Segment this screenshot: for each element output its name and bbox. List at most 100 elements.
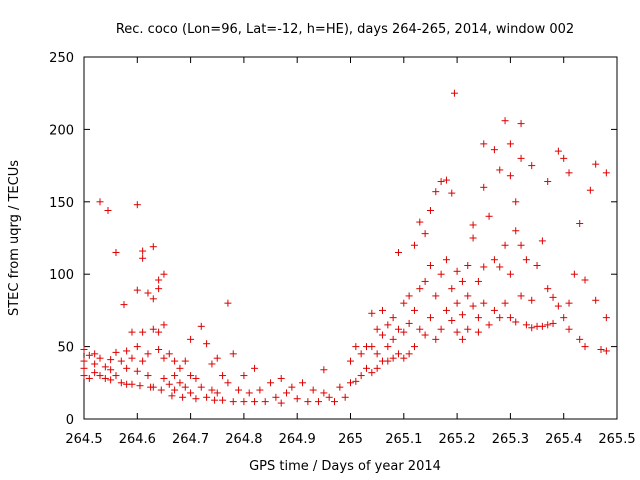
data-point [426, 314, 434, 322]
data-point [570, 270, 578, 278]
data-point [442, 256, 450, 264]
data-point [394, 248, 402, 256]
data-point [277, 399, 285, 407]
data-point [538, 322, 546, 330]
data-point [171, 372, 179, 380]
data-point [490, 306, 498, 314]
data-point [304, 398, 312, 406]
x-tick-label: 265.4 [545, 432, 582, 447]
data-point [181, 383, 189, 391]
data-point [450, 89, 458, 97]
data-point [576, 220, 584, 228]
data-point [107, 376, 115, 384]
data-point [512, 227, 520, 235]
data-point [133, 367, 141, 375]
data-point [405, 350, 413, 358]
data-point [421, 230, 429, 238]
data-point [490, 146, 498, 154]
data-point [283, 389, 291, 397]
data-point [187, 372, 195, 380]
data-point [437, 325, 445, 333]
data-point [347, 357, 354, 365]
y-tick-label: 0 [66, 413, 74, 428]
data-point [155, 345, 163, 353]
data-point [389, 314, 397, 322]
data-point [139, 254, 147, 262]
y-tick-label: 150 [49, 196, 74, 211]
data-point [219, 396, 227, 404]
data-point [405, 292, 413, 300]
data-point [104, 206, 112, 214]
data-point [426, 262, 434, 270]
plot-border [83, 56, 618, 420]
data-point [592, 296, 600, 304]
data-point [506, 140, 514, 148]
data-point [352, 377, 360, 385]
data-point [144, 350, 152, 358]
data-point [85, 351, 93, 359]
data-point [581, 276, 589, 284]
data-point [512, 198, 520, 206]
data-point [192, 395, 200, 403]
data-point [341, 393, 349, 401]
data-point [501, 117, 509, 125]
data-point [181, 357, 189, 365]
data-point [112, 372, 120, 380]
data-point [336, 383, 344, 391]
data-point [485, 321, 493, 329]
y-axis: 0 50 100 150 200 250 [49, 51, 617, 428]
data-point [453, 267, 461, 275]
data-point [107, 366, 115, 374]
data-point [378, 306, 386, 314]
data-point [416, 325, 424, 333]
data-point [378, 331, 386, 339]
data-point [208, 360, 216, 368]
data-point [544, 178, 552, 186]
data-point [501, 241, 509, 249]
data-point [453, 328, 461, 336]
data-point [80, 357, 88, 365]
data-point [480, 140, 488, 148]
data-point [517, 154, 525, 162]
data-point [240, 398, 248, 406]
data-point [309, 386, 317, 394]
data-point [256, 386, 264, 394]
data-point [245, 389, 253, 397]
data-point [251, 364, 259, 372]
data-point [299, 379, 307, 387]
data-point [501, 299, 509, 307]
data-point [426, 206, 434, 214]
data-point [368, 343, 376, 351]
data-point [602, 314, 610, 322]
data-point [197, 322, 205, 330]
data-point [155, 285, 163, 293]
data-point [544, 321, 552, 329]
data-point [464, 262, 472, 270]
data-point [469, 302, 477, 310]
data-point [560, 314, 568, 322]
data-point [117, 379, 125, 387]
data-point [549, 293, 557, 301]
x-tick-label: 265.5 [598, 432, 635, 447]
data-point [405, 319, 413, 327]
data-point [165, 350, 173, 358]
data-point [85, 374, 93, 382]
x-tick-label: 264.9 [279, 432, 316, 447]
x-tick-label: 264.8 [225, 432, 262, 447]
data-point [373, 325, 381, 333]
x-axis: 264.5 264.6 264.7 264.8 264.9 265 265.1 265.2 26… [65, 57, 636, 447]
data-point [117, 357, 125, 365]
data-point [384, 343, 392, 351]
x-tick-label: 265.3 [492, 432, 529, 447]
data-point [224, 379, 232, 387]
data-point [144, 289, 152, 297]
data-point [347, 379, 354, 387]
data-point [251, 398, 259, 406]
data-point [602, 169, 610, 177]
y-tick-label: 250 [49, 51, 74, 66]
data-point [410, 343, 418, 351]
data-point [224, 299, 232, 307]
data-point [157, 386, 165, 394]
data-point [592, 160, 600, 168]
data-point [368, 369, 376, 377]
